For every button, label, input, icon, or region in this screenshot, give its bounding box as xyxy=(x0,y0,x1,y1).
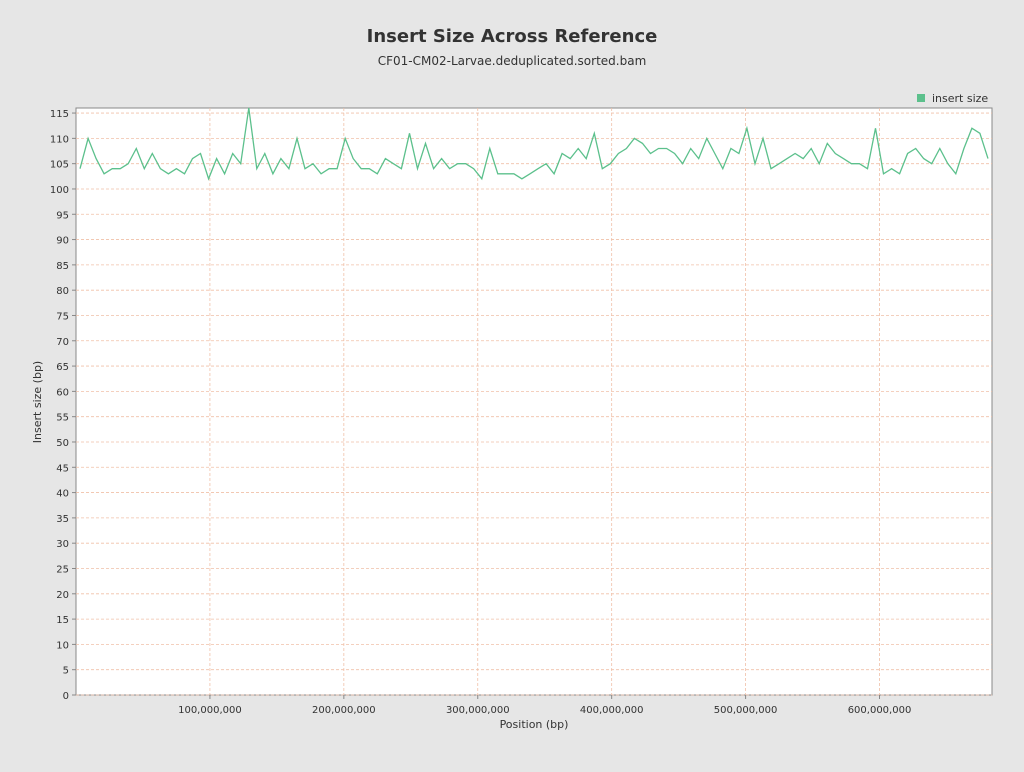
y-tick-label: 75 xyxy=(56,311,69,322)
x-tick-label: 400,000,000 xyxy=(580,705,644,716)
y-tick-label: 45 xyxy=(56,463,69,474)
y-tick-label: 105 xyxy=(50,160,69,171)
y-tick-label: 20 xyxy=(56,590,69,601)
y-tick-label: 80 xyxy=(56,286,69,297)
x-tick-label: 500,000,000 xyxy=(714,705,778,716)
y-tick-label: 10 xyxy=(56,640,69,651)
y-tick-label: 100 xyxy=(50,185,69,196)
y-tick-label: 5 xyxy=(63,666,69,677)
y-tick-label: 55 xyxy=(56,413,69,424)
y-tick-label: 35 xyxy=(56,514,69,525)
y-axis-label: Insert size (bp) xyxy=(31,361,44,443)
plot-area xyxy=(75,107,993,696)
legend-label: insert size xyxy=(932,92,988,105)
y-tick-label: 70 xyxy=(56,337,69,348)
y-tick-label: 15 xyxy=(56,615,69,626)
x-tick-label: 300,000,000 xyxy=(446,705,510,716)
y-tick-label: 115 xyxy=(50,109,69,120)
y-tick-label: 85 xyxy=(56,261,69,272)
y-tick-label: 65 xyxy=(56,362,69,373)
x-tick-label: 100,000,000 xyxy=(178,705,242,716)
data-line xyxy=(79,107,989,181)
y-tick-label: 95 xyxy=(56,210,69,221)
x-tick-label: 600,000,000 xyxy=(848,705,912,716)
y-tick-label: 60 xyxy=(56,387,69,398)
x-tick-label: 200,000,000 xyxy=(312,705,376,716)
chart-subtitle: CF01-CM02-Larvae.deduplicated.sorted.bam xyxy=(378,54,647,68)
y-tick-label: 30 xyxy=(56,539,69,550)
y-tick-label: 110 xyxy=(50,134,69,145)
y-tick-label: 90 xyxy=(56,236,69,247)
y-tick-label: 50 xyxy=(56,438,69,449)
y-tick-label: 25 xyxy=(56,564,69,575)
y-tick-label: 40 xyxy=(56,489,69,500)
x-axis-label: Position (bp) xyxy=(500,718,569,731)
chart-title: Insert Size Across Reference xyxy=(367,26,658,47)
y-tick-label: 0 xyxy=(63,691,69,702)
legend-swatch xyxy=(917,94,925,102)
